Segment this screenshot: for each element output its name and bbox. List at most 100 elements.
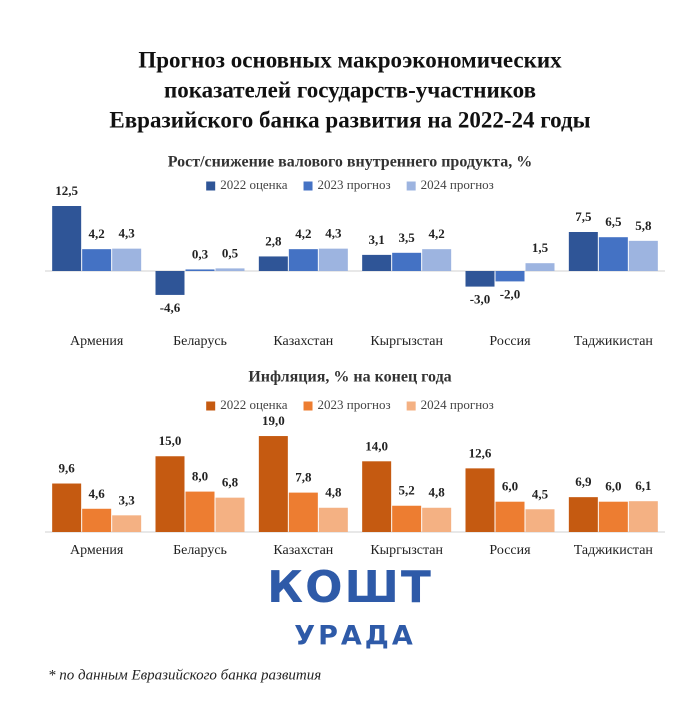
- bar: [288, 492, 318, 532]
- bar: [52, 483, 82, 532]
- legend-label: 2023 прогноз: [318, 177, 391, 192]
- title-line: показателей государств-участников: [164, 77, 536, 102]
- x-tick-label: Кыргызстан: [370, 543, 443, 558]
- value-label: 4,5: [532, 486, 549, 501]
- bar: [112, 515, 142, 532]
- value-label: 5,8: [635, 218, 652, 233]
- bar: [155, 271, 185, 295]
- legend-swatch: [406, 401, 416, 411]
- value-label: 14,0: [365, 438, 388, 453]
- value-label: 0,5: [222, 245, 239, 260]
- chart-title: Рост/снижение валового внутреннего проду…: [168, 154, 532, 171]
- legend-label: 2022 оценка: [220, 397, 288, 412]
- bar: [215, 497, 245, 532]
- value-label: -3,0: [470, 292, 491, 307]
- value-label: 6,8: [222, 475, 239, 490]
- value-label: 3,3: [119, 492, 136, 507]
- value-label: 6,9: [575, 474, 592, 489]
- value-label: 4,2: [295, 226, 311, 241]
- x-tick-label: Казахстан: [273, 543, 333, 558]
- legend-swatch: [303, 181, 313, 191]
- bar: [258, 436, 288, 532]
- value-label: -4,6: [160, 300, 181, 315]
- bar: [258, 256, 288, 271]
- bar: [465, 468, 495, 532]
- bar: [318, 248, 348, 271]
- value-label: 3,5: [399, 230, 416, 245]
- legend-swatch: [206, 401, 216, 411]
- value-label: 12,5: [55, 183, 78, 198]
- value-label: 4,8: [325, 485, 342, 500]
- value-label: 7,5: [575, 209, 592, 224]
- bar: [112, 248, 142, 271]
- bar: [568, 497, 598, 532]
- value-label: 4,2: [89, 226, 105, 241]
- value-label: 12,6: [469, 445, 492, 460]
- legend-label: 2024 прогноз: [421, 397, 494, 412]
- bar: [362, 254, 392, 271]
- bar: [525, 509, 555, 532]
- value-label: 0,3: [192, 246, 209, 261]
- value-label: 4,3: [325, 226, 342, 241]
- bar: [215, 268, 245, 271]
- bar: [628, 501, 658, 532]
- value-label: 4,6: [89, 486, 106, 501]
- bar: [185, 269, 215, 271]
- x-tick-label: Россия: [489, 543, 531, 558]
- x-tick-label: Казахстан: [273, 334, 333, 349]
- value-label: 1,5: [532, 240, 549, 255]
- value-label: 4,3: [119, 226, 136, 241]
- bar: [422, 507, 452, 532]
- x-tick-label: Беларусь: [173, 543, 227, 558]
- legend-swatch: [406, 181, 416, 191]
- legend-swatch: [206, 181, 216, 191]
- logo-top: КОШТ: [267, 562, 433, 613]
- value-label: 6,5: [605, 214, 622, 229]
- bar: [598, 237, 628, 271]
- bar: [185, 491, 215, 532]
- x-tick-label: Кыргызстан: [370, 334, 443, 349]
- value-label: 19,0: [262, 413, 285, 428]
- footnote: * по данным Евразийского банка развития: [48, 667, 321, 683]
- title-line: Евразийского банка развития на 2022-24 г…: [109, 107, 590, 132]
- x-tick-label: Армения: [70, 334, 124, 349]
- legend-label: 2023 прогноз: [318, 397, 391, 412]
- x-tick-label: Таджикистан: [574, 334, 654, 349]
- bar: [82, 508, 112, 532]
- legend-label: 2024 прогноз: [421, 177, 494, 192]
- value-label: 5,2: [399, 483, 415, 498]
- bar: [362, 461, 392, 532]
- value-label: 3,1: [369, 232, 385, 247]
- bar: [495, 501, 525, 532]
- bar: [82, 249, 112, 271]
- x-tick-label: Армения: [70, 543, 124, 558]
- value-label: 4,2: [429, 226, 445, 241]
- bar: [422, 249, 452, 271]
- bar: [598, 501, 628, 532]
- bar: [155, 456, 185, 532]
- legend-swatch: [303, 401, 313, 411]
- value-label: 2,8: [265, 233, 282, 248]
- value-label: 6,0: [502, 479, 518, 494]
- value-label: 6,1: [635, 478, 651, 493]
- bar: [495, 271, 525, 282]
- bar: [465, 271, 495, 287]
- value-label: 4,8: [429, 485, 446, 500]
- value-label: 9,6: [59, 461, 76, 476]
- bar: [288, 249, 318, 271]
- bar: [568, 232, 598, 271]
- value-label: 7,8: [295, 470, 312, 485]
- x-tick-label: Россия: [489, 334, 531, 349]
- bar: [525, 263, 555, 271]
- x-tick-label: Беларусь: [173, 334, 227, 349]
- bar: [392, 505, 422, 532]
- chart-title: Инфляция, % на конец года: [248, 369, 451, 386]
- x-tick-label: Таджикистан: [574, 543, 654, 558]
- title-line: Прогноз основных макроэкономических: [138, 47, 562, 72]
- bar: [628, 240, 658, 271]
- value-label: 15,0: [159, 433, 182, 448]
- bar: [392, 252, 422, 271]
- logo-bottom: УРАДА: [294, 621, 415, 652]
